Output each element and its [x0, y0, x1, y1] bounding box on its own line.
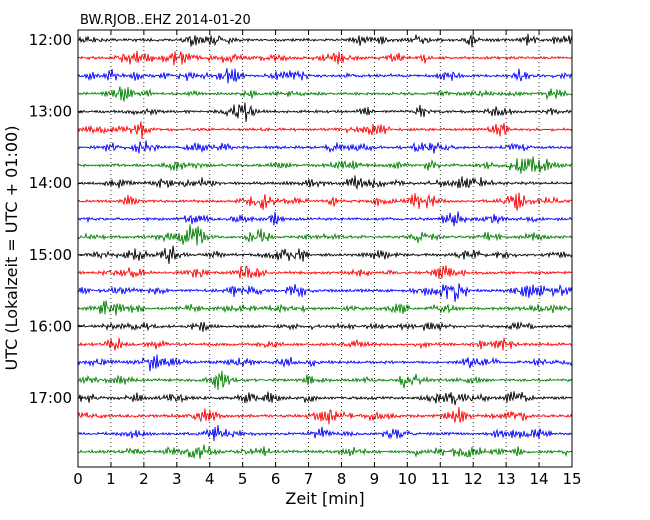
y-ticks: 12:00 13:00 14:00 15:00 16:00 17:00 [29, 31, 83, 407]
y-tick-label-1700: 17:00 [29, 389, 72, 407]
trace-1200 [77, 33, 573, 48]
x-tick-label-5: 5 [238, 470, 248, 488]
trace-1515 [77, 265, 573, 279]
trace-1700 [77, 391, 573, 406]
x-tick-label-2: 2 [139, 470, 149, 488]
x-tick-label-4: 4 [205, 470, 215, 488]
y-tick-label-1200: 12:00 [29, 31, 72, 49]
x-tick-label-11: 11 [431, 470, 450, 488]
x-tick-label-12: 12 [464, 470, 483, 488]
y-axis-label: UTC (Lokalzeit = UTC + 01:00) [2, 126, 21, 371]
x-tick-label-14: 14 [530, 470, 549, 488]
x-tick-label-3: 3 [172, 470, 182, 488]
trace-1345 [77, 156, 573, 174]
trace-1415 [77, 192, 573, 211]
trace-1330 [77, 140, 573, 154]
trace-1400 [77, 175, 573, 190]
trace-1430 [77, 211, 573, 227]
x-tick-label-8: 8 [337, 470, 347, 488]
chart-title: BW.RJOB..EHZ 2014-01-20 [80, 13, 251, 28]
trace-1545 [77, 300, 573, 316]
x-axis-label: Zeit [min] [285, 489, 364, 508]
x-tick-label-7: 7 [304, 470, 314, 488]
trace-1315 [77, 121, 573, 140]
y-tick-label-1300: 13:00 [29, 103, 72, 121]
x-tick-label-6: 6 [271, 470, 281, 488]
trace-1745 [77, 444, 572, 459]
trace-1645 [77, 370, 573, 391]
trace-1600 [77, 321, 573, 332]
x-tick-label-15: 15 [562, 470, 581, 488]
x-ticks: 0 1 2 3 4 5 6 7 8 9 10 11 12 13 14 15 [73, 30, 582, 488]
trace-1300 [77, 102, 573, 123]
trace-1445 [77, 224, 573, 246]
y-tick-label-1600: 16:00 [29, 317, 72, 335]
trace-group [77, 33, 573, 459]
trace-1530 [77, 283, 573, 303]
trace-1245 [78, 86, 573, 102]
trace-1715 [77, 407, 573, 425]
x-tick-label-10: 10 [398, 470, 417, 488]
x-tick-label-1: 1 [106, 470, 116, 488]
x-tick-label-13: 13 [497, 470, 516, 488]
y-tick-label-1500: 15:00 [29, 246, 72, 264]
plot-frame [77, 29, 573, 468]
x-tick-label-0: 0 [73, 470, 83, 488]
vertical-grid [110, 30, 540, 467]
y-tick-label-1400: 14:00 [29, 174, 72, 192]
trace-1615 [77, 337, 573, 351]
trace-1730 [77, 425, 573, 442]
trace-1630 [77, 354, 573, 372]
trace-1500 [77, 245, 573, 265]
x-tick-label-9: 9 [370, 470, 380, 488]
trace-1230 [77, 68, 573, 84]
trace-1215 [77, 50, 573, 66]
